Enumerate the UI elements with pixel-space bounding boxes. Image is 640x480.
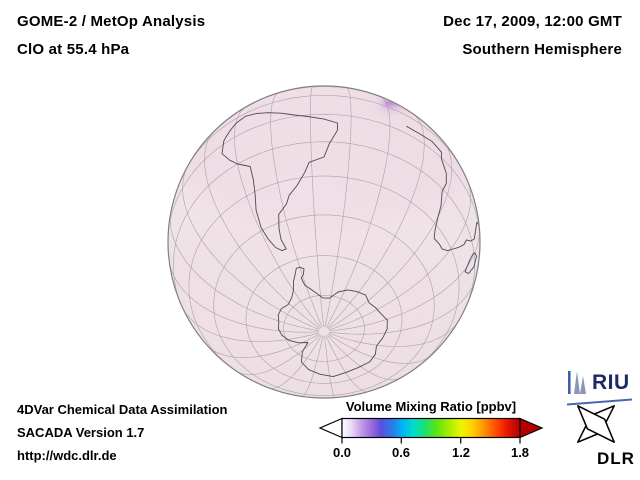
- coastline-africa: [406, 125, 480, 252]
- colorbar-tick-3: 1.8: [510, 445, 530, 460]
- colorbar: [318, 417, 544, 444]
- colorbar-right-arrow: [519, 417, 544, 439]
- graticule-lines: [168, 86, 480, 398]
- colorbar-left-arrow: [318, 417, 343, 439]
- riu-logo-underline: [567, 398, 633, 406]
- colorbar-tick-1: 0.6: [391, 445, 411, 460]
- coastline-antarctica: [277, 266, 388, 378]
- version-label: SACADA Version 1.7: [17, 425, 145, 440]
- analysis-subtitle: ClO at 55.4 hPa: [17, 41, 130, 58]
- riu-logo-text: RIU: [592, 370, 630, 394]
- hemisphere-label: Southern Hemisphere: [462, 41, 622, 58]
- assimilation-label: 4DVar Chemical Data Assimilation: [17, 402, 228, 417]
- coastline-south_america: [221, 112, 338, 252]
- analysis-title: GOME-2 / MetOp Analysis: [17, 13, 206, 30]
- coastline-madagascar: [464, 252, 477, 274]
- dlr-star-icon: [577, 405, 615, 443]
- riu-logo: RIU: [567, 369, 630, 396]
- clo-background-tint-north: [175, 86, 480, 225]
- colorbar-title: Volume Mixing Ratio [ppbv]: [345, 399, 517, 414]
- data-center-url: http://wdc.dlr.de: [17, 448, 117, 463]
- colorbar-tick-0: 0.0: [332, 445, 352, 460]
- colorbar-tick-2: 1.2: [451, 445, 471, 460]
- colorbar-tick-marks: [341, 438, 521, 444]
- riu-cathedral-icon: [568, 371, 586, 394]
- dlr-logo-text: DLR: [597, 449, 635, 468]
- colorbar-gradient-bar: [341, 417, 521, 439]
- clo-background-tint-south: [168, 210, 440, 398]
- analysis-datetime: Dec 17, 2009, 12:00 GMT: [443, 13, 622, 30]
